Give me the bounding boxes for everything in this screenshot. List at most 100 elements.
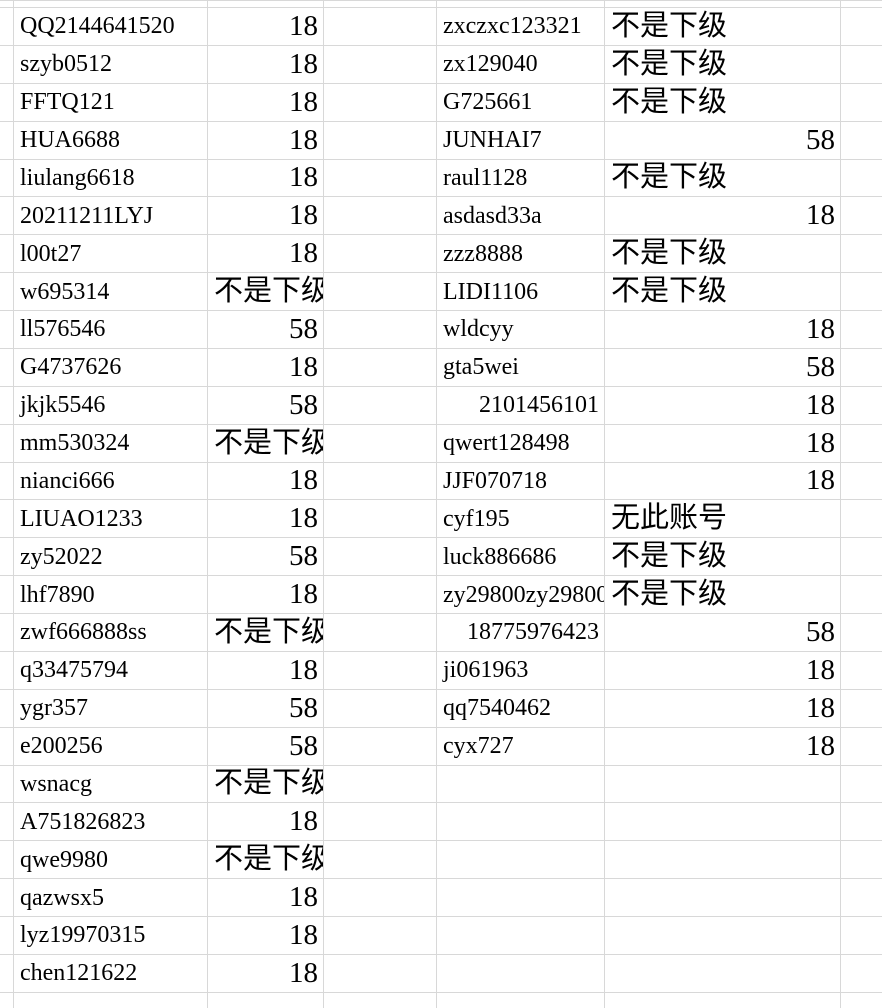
cell-left-margin[interactable] <box>0 83 14 121</box>
cell-value-right[interactable]: 18 <box>605 386 841 424</box>
cell-value-right[interactable]: 58 <box>605 348 841 386</box>
cell-value-left[interactable]: 18 <box>208 121 324 159</box>
cell-right-margin[interactable] <box>841 766 882 803</box>
cell-username-right[interactable]: zx129040 <box>437 45 605 83</box>
cell-username-left[interactable]: wsnacg <box>14 765 208 803</box>
cell-left-margin[interactable] <box>0 386 14 424</box>
cell-username-right[interactable] <box>437 841 605 879</box>
cell-username-left[interactable]: LIUAO1233 <box>14 500 208 538</box>
cell-username-left[interactable]: QQ2144641520 <box>14 8 208 45</box>
cell-gap[interactable] <box>324 765 437 803</box>
cell-username-right[interactable]: wldcyy <box>437 311 605 348</box>
cell-value-right[interactable] <box>605 841 841 879</box>
cell-value-right[interactable]: 18 <box>605 689 841 727</box>
cell-value-right[interactable]: 不是下级 <box>605 273 841 310</box>
cell-value-right[interactable]: 无此账号 <box>605 500 841 538</box>
cell-value-left[interactable]: 58 <box>208 538 324 576</box>
cell-right-margin[interactable] <box>841 955 882 992</box>
cell-gap[interactable] <box>324 614 437 651</box>
cell-value-left[interactable]: 18 <box>208 954 324 992</box>
cell-gap[interactable] <box>324 803 437 841</box>
cell-value-left[interactable]: 不是下级 <box>208 424 324 462</box>
cell-right-margin[interactable] <box>841 235 882 272</box>
cell-username-left[interactable]: G4737626 <box>14 348 208 386</box>
cell-value-left[interactable]: 不是下级 <box>208 765 324 803</box>
cell-right-margin[interactable] <box>841 917 882 954</box>
cell-username-left[interactable]: lyz19970315 <box>14 917 208 954</box>
cell-username-right[interactable] <box>437 954 605 992</box>
cell-right-margin[interactable] <box>841 841 882 878</box>
cell-right-margin[interactable] <box>841 84 882 121</box>
cell-left-margin[interactable] <box>0 576 14 613</box>
cell-left-margin[interactable] <box>0 727 14 765</box>
cell-left-margin[interactable] <box>0 917 14 954</box>
cell-gap[interactable] <box>324 121 437 159</box>
cell-value-right[interactable]: 不是下级 <box>605 159 841 197</box>
cell-username-right[interactable] <box>437 992 605 1008</box>
cell-username-right[interactable]: raul1128 <box>437 159 605 197</box>
cell-username-right[interactable] <box>437 1 605 7</box>
cell-gap[interactable] <box>324 992 437 1008</box>
cell-value-left[interactable] <box>208 1 324 7</box>
cell-left-margin[interactable] <box>0 1 14 7</box>
cell-username-left[interactable]: zy52022 <box>14 538 208 576</box>
cell-username-right[interactable] <box>437 803 605 841</box>
cell-right-margin[interactable] <box>841 160 882 197</box>
cell-username-right[interactable]: qwert128498 <box>437 424 605 462</box>
cell-value-right[interactable]: 18 <box>605 311 841 348</box>
cell-username-right[interactable]: ji061963 <box>437 651 605 689</box>
cell-gap[interactable] <box>324 159 437 197</box>
cell-right-margin[interactable] <box>841 538 882 575</box>
cell-right-margin[interactable] <box>841 1 882 7</box>
cell-left-margin[interactable] <box>0 879 14 916</box>
cell-username-right[interactable] <box>437 765 605 803</box>
cell-username-left[interactable]: qwe9980 <box>14 841 208 879</box>
cell-username-left[interactable]: 20211211LYJ <box>14 197 208 235</box>
cell-username-left[interactable]: nianci666 <box>14 462 208 500</box>
cell-value-right[interactable]: 18 <box>605 462 841 500</box>
cell-gap[interactable] <box>324 538 437 576</box>
cell-username-left[interactable]: A751826823 <box>14 803 208 841</box>
cell-username-right[interactable]: asdasd33a <box>437 197 605 235</box>
cell-right-margin[interactable] <box>841 879 882 916</box>
cell-left-margin[interactable] <box>0 614 14 651</box>
cell-right-margin[interactable] <box>841 690 882 727</box>
cell-username-right[interactable]: JJF070718 <box>437 462 605 500</box>
cell-right-margin[interactable] <box>841 311 882 348</box>
cell-username-right[interactable]: qq7540462 <box>437 689 605 727</box>
cell-value-left[interactable]: 18 <box>208 576 324 613</box>
cell-value-right[interactable] <box>605 803 841 841</box>
cell-right-margin[interactable] <box>841 122 882 159</box>
cell-value-left[interactable]: 不是下级 <box>208 841 324 879</box>
cell-username-left[interactable]: jkjk5546 <box>14 386 208 424</box>
cell-value-right[interactable] <box>605 917 841 954</box>
cell-value-left[interactable]: 58 <box>208 727 324 765</box>
cell-left-margin[interactable] <box>0 538 14 576</box>
cell-value-left[interactable]: 18 <box>208 197 324 235</box>
cell-gap[interactable] <box>324 235 437 273</box>
cell-right-margin[interactable] <box>841 273 882 310</box>
cell-value-right[interactable] <box>605 992 841 1008</box>
cell-left-margin[interactable] <box>0 500 14 538</box>
cell-gap[interactable] <box>324 727 437 765</box>
cell-username-right[interactable]: luck886686 <box>437 538 605 576</box>
cell-value-right[interactable]: 58 <box>605 614 841 651</box>
cell-right-margin[interactable] <box>841 8 882 45</box>
cell-value-left[interactable]: 18 <box>208 803 324 841</box>
cell-username-left[interactable] <box>14 1 208 7</box>
cell-left-margin[interactable] <box>0 689 14 727</box>
cell-right-margin[interactable] <box>841 728 882 765</box>
cell-right-margin[interactable] <box>841 349 882 386</box>
cell-username-right[interactable] <box>437 879 605 916</box>
cell-gap[interactable] <box>324 917 437 954</box>
cell-left-margin[interactable] <box>0 992 14 1008</box>
cell-right-margin[interactable] <box>841 576 882 613</box>
cell-value-right[interactable]: 18 <box>605 651 841 689</box>
cell-value-left[interactable]: 18 <box>208 500 324 538</box>
cell-left-margin[interactable] <box>0 765 14 803</box>
cell-username-left[interactable]: l00t27 <box>14 235 208 273</box>
cell-left-margin[interactable] <box>0 348 14 386</box>
cell-username-right[interactable]: JUNHAI7 <box>437 121 605 159</box>
cell-value-left[interactable]: 18 <box>208 651 324 689</box>
cell-value-left[interactable]: 18 <box>208 348 324 386</box>
